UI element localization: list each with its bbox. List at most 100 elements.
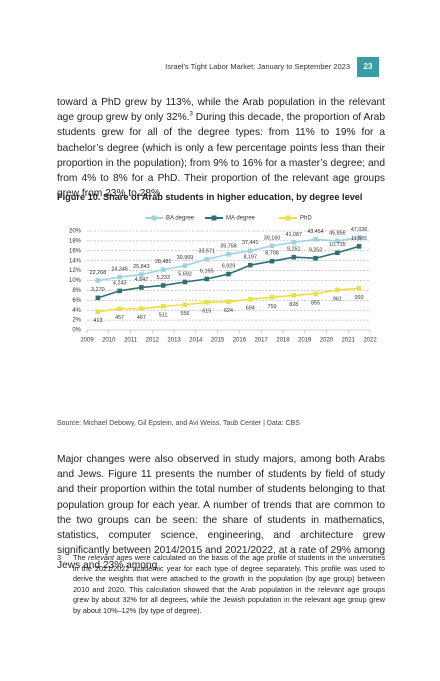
x-tick-label: 2015 <box>211 338 225 344</box>
data-label: 37,441 <box>242 240 259 246</box>
data-label: 556 <box>180 311 189 317</box>
data-label: 43,454 <box>307 229 324 235</box>
data-point <box>182 302 188 308</box>
data-point <box>182 279 188 285</box>
text: were calculated on the basis of the age … <box>73 553 386 615</box>
data-point <box>356 286 362 291</box>
footnote-ref: 3 <box>189 111 193 118</box>
x-tick-label: 2012 <box>146 338 160 344</box>
text: During this decade, the proportion of Ar… <box>57 112 385 200</box>
data-label: 11,665 <box>351 236 367 242</box>
data-point <box>226 299 231 305</box>
data-point <box>356 244 362 249</box>
data-point <box>247 262 253 268</box>
y-tick-label: 18% <box>69 238 82 244</box>
data-point <box>356 235 362 240</box>
data-point <box>139 285 144 290</box>
y-tick-label: 20% <box>69 229 82 235</box>
data-label: 615 <box>202 309 211 315</box>
data-point <box>291 240 297 245</box>
y-tick-label: 0% <box>72 328 81 334</box>
data-label: 8,708 <box>265 251 279 257</box>
data-label: 35,758 <box>220 244 237 250</box>
x-tick-label: 2010 <box>102 338 116 344</box>
y-tick-label: 8% <box>72 288 81 294</box>
data-point <box>160 283 166 288</box>
data-label: 694 <box>246 306 255 312</box>
legend-label: MA degree <box>226 216 256 222</box>
page-number: 23 <box>357 57 379 77</box>
y-tick-label: 6% <box>72 298 81 304</box>
paragraph: Major changes were also observed in stud… <box>57 452 385 574</box>
running-header: Israel's Tight Labor Market: January to … <box>165 62 350 71</box>
data-label: 993 <box>355 295 364 301</box>
legend-marker <box>211 215 217 221</box>
data-point <box>226 251 231 257</box>
legend-marker <box>151 215 157 221</box>
footnote: 3 The relevant ages were calculated on th… <box>57 553 385 617</box>
data-label: 25,843 <box>133 264 150 270</box>
data-point <box>335 287 340 293</box>
data-label: 828 <box>289 302 298 308</box>
data-point <box>335 238 340 244</box>
legend-label: BA degree <box>166 216 195 222</box>
data-label: 4,847 <box>135 277 149 283</box>
data-label: 4,243 <box>113 280 127 286</box>
data-label: 457 <box>115 315 124 321</box>
footnote-text: The relevant ages were calculated on the… <box>73 553 385 617</box>
y-tick-label: 14% <box>69 258 82 264</box>
data-label: 413 <box>93 318 102 324</box>
data-label: 5,692 <box>178 271 192 277</box>
data-point <box>95 295 101 301</box>
y-tick-label: 2% <box>72 318 81 324</box>
data-point <box>95 309 101 314</box>
data-label: 9,251 <box>287 247 301 253</box>
data-point <box>226 271 231 277</box>
data-point <box>291 254 297 260</box>
y-tick-label: 4% <box>72 308 81 314</box>
chart: 0% 2% 4% 6% 8% 10% 12% 14% 16% 18% 20% 2009 2010 2011… <box>69 215 377 344</box>
data-point <box>160 303 166 309</box>
data-point <box>204 256 210 262</box>
data-label: 47,036 <box>351 227 368 233</box>
data-point <box>313 237 318 242</box>
data-point <box>139 272 144 277</box>
data-point <box>269 295 275 300</box>
data-point <box>95 278 101 283</box>
y-tick-label: 16% <box>69 248 82 254</box>
x-tick-label: 2021 <box>342 338 356 344</box>
data-point <box>139 306 144 312</box>
data-label: 45,856 <box>329 230 346 236</box>
x-tick-label: 2013 <box>167 338 181 344</box>
data-label: 624 <box>224 308 233 314</box>
legend-label: PhD <box>300 216 312 222</box>
paragraph: toward a PhD grew by 113%, while the Ara… <box>57 95 385 201</box>
x-tick-label: 2014 <box>189 338 203 344</box>
data-point <box>313 255 318 261</box>
x-tick-label: 2022 <box>363 338 377 344</box>
data-label: 855 <box>311 300 320 306</box>
data-label: 22,268 <box>90 270 107 276</box>
data-label: 41,087 <box>286 232 303 238</box>
x-tick-label: 2011 <box>124 338 138 344</box>
data-label: 511 <box>159 313 168 319</box>
data-label: 39,160 <box>264 235 281 241</box>
data-label: 3,270 <box>91 287 105 293</box>
data-point <box>117 274 122 280</box>
x-tick-label: 2017 <box>254 338 268 344</box>
data-point <box>182 263 188 268</box>
data-label: 24,346 <box>111 266 128 272</box>
x-tick-label: 2009 <box>80 338 94 344</box>
figure-title: Figure 10. Share of Arab students in hig… <box>57 192 363 202</box>
data-label: 6,165 <box>200 268 214 274</box>
footnote-number: 3 <box>57 553 62 562</box>
data-point <box>160 267 166 272</box>
data-label: 9,252 <box>309 248 323 254</box>
data-point <box>313 291 318 297</box>
data-point <box>117 288 122 294</box>
text: The <box>73 553 89 562</box>
text: Major changes were also observed in stud… <box>57 454 385 572</box>
data-label: 30,969 <box>177 255 194 261</box>
data-label: 8,197 <box>244 255 258 261</box>
